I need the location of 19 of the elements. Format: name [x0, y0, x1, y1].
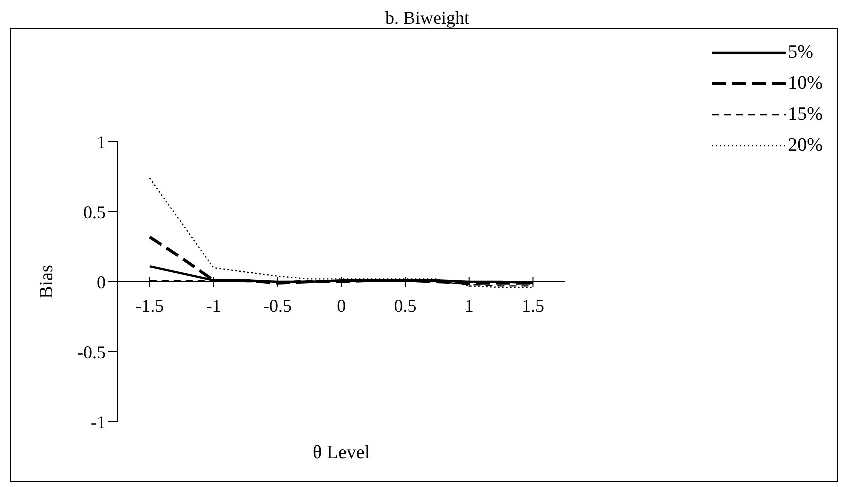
legend-label: 10% [788, 72, 823, 94]
x-tick-label: 1.5 [522, 296, 544, 316]
y-tick-label: 0 [97, 272, 106, 292]
y-tick-label: -1 [91, 412, 106, 432]
x-tick-label: 1 [464, 296, 474, 316]
y-tick-label: 0.5 [84, 202, 106, 222]
x-tick-label: 0.5 [394, 296, 417, 316]
y-axis-title: Bias [36, 265, 58, 299]
legend-label: 20% [788, 134, 823, 156]
chart-title: b. Biweight [384, 8, 470, 28]
y-tick-label: -0.5 [78, 342, 106, 362]
x-tick-label: -0.5 [263, 296, 292, 316]
x-tick-label: -1 [206, 296, 222, 316]
y-tick-label: 1 [97, 132, 106, 152]
legend-label: 15% [788, 104, 823, 126]
x-axis-title: θ Level [313, 442, 370, 464]
x-tick-label: -1.5 [136, 296, 164, 316]
x-tick-label: 0 [337, 296, 346, 316]
legend-label: 5% [788, 42, 814, 64]
